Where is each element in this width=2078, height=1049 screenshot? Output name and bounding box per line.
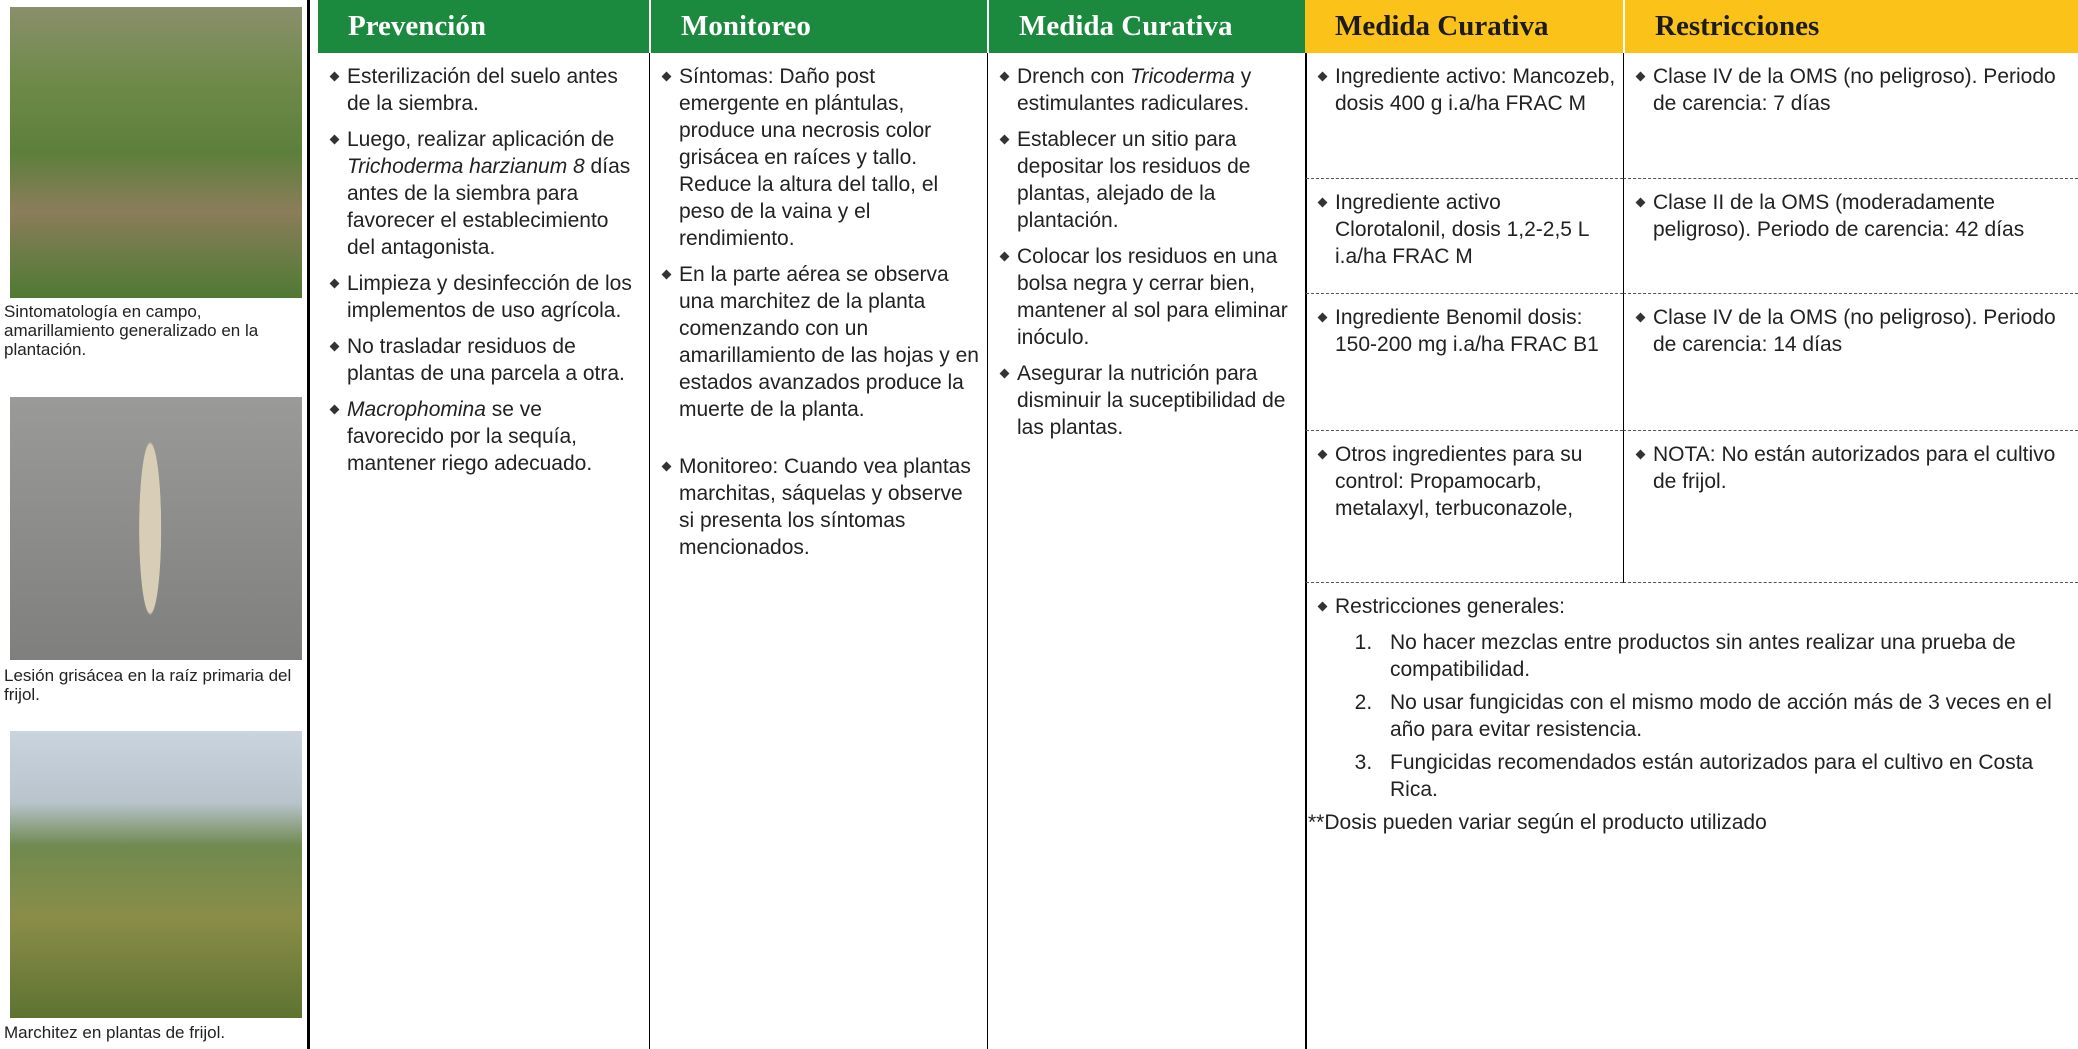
bullet-item: Clase II de la OMS (moderadamente peligr… <box>1634 189 2072 243</box>
text-segment: Establecer un sitio para depositar los r… <box>1017 128 1251 232</box>
bullet-item: Asegurar la nutrición para disminuir la … <box>998 360 1297 441</box>
general-title: Restricciones generales: <box>1316 593 2070 620</box>
list-item: No hacer mezclas entre productos sin ant… <box>1378 629 2070 683</box>
monitoring-column: Síntomas: Daño post emergente en plántul… <box>649 53 987 1049</box>
table-cell: Ingrediente Benomil dosis: 150-200 mg i.… <box>1306 294 1623 431</box>
bullet-item: Limpieza y desinfección de los implement… <box>328 270 641 324</box>
bullet-item: Ingrediente activo Clorotalonil, dosis 1… <box>1316 189 1617 270</box>
dose-note: **Dosis pueden variar según el producto … <box>1308 811 1767 834</box>
text-segment: Asegurar la nutrición para disminuir la … <box>1017 362 1286 439</box>
divider <box>1305 53 1307 1049</box>
table-cell: Clase II de la OMS (moderadamente peligr… <box>1623 179 2078 294</box>
bullet-item: Clase IV de la OMS (no peligroso). Perio… <box>1634 304 2072 358</box>
text-segment: Trichoderma harzianum 8 <box>347 155 585 178</box>
photo-field <box>10 7 302 298</box>
text-segment: Síntomas: Daño post emergente en plántul… <box>679 65 939 250</box>
text-segment: Monitoreo: Cuando vea plantas marchitas,… <box>679 455 971 559</box>
column-header: Prevención <box>318 0 649 53</box>
photo-root <box>10 397 302 660</box>
text-segment: Limpieza y desinfección de los implement… <box>347 272 632 322</box>
bullet-item: Establecer un sitio para depositar los r… <box>998 126 1297 234</box>
bullet-item: Macrophomina se ve favorecido por la seq… <box>328 396 641 477</box>
bullet-item: Monitoreo: Cuando vea plantas marchitas,… <box>660 453 979 561</box>
column-header: Medida Curativa <box>1305 0 1623 53</box>
bullet-item: En la parte aérea se observa una marchit… <box>660 261 979 423</box>
text-segment: Luego, realizar aplicación de <box>347 128 615 151</box>
table-cell: Clase IV de la OMS (no peligroso). Perio… <box>1623 294 2078 431</box>
text-segment: se ve favorecido por la sequía, mantener… <box>347 398 593 475</box>
table-cell: Otros ingredientes para su control: Prop… <box>1306 431 1623 583</box>
list-item: Fungicidas recomendados están autorizado… <box>1378 749 2070 803</box>
text-segment: Esterilización del suelo antes de la sie… <box>347 65 618 115</box>
bullet-item: Síntomas: Daño post emergente en plántul… <box>660 63 979 252</box>
column-header: Restricciones <box>1623 0 2078 53</box>
general-restrictions: Restricciones generales: No hacer mezcla… <box>1306 583 2078 1049</box>
text-segment: Macrophomina <box>347 398 486 421</box>
text-segment: En la parte aérea se observa una marchit… <box>679 263 979 421</box>
photo-column: Sintomatología en campo, amarillamiento … <box>0 0 310 1049</box>
table-cell: NOTA: No están autorizados para el culti… <box>1623 431 2078 583</box>
bullet-item: NOTA: No están autorizados para el culti… <box>1634 441 2072 495</box>
text-segment: No trasladar residuos de plantas de una … <box>347 335 625 385</box>
treatment-table: Ingrediente activo: Mancozeb, dosis 400 … <box>1306 53 2078 583</box>
table-cell: Clase IV de la OMS (no peligroso). Perio… <box>1623 53 2078 179</box>
bullet-item: No trasladar residuos de plantas de una … <box>328 333 641 387</box>
bullet-item: Esterilización del suelo antes de la sie… <box>328 63 641 117</box>
general-list: No hacer mezclas entre productos sin ant… <box>1316 629 2070 803</box>
bullet-item: Drench con Tricoderma y estimulantes rad… <box>998 63 1297 117</box>
text-segment: Drench con <box>1017 65 1131 88</box>
prevention-column: Esterilización del suelo antes de la sie… <box>318 53 649 1049</box>
column-header: Medida Curativa <box>987 0 1305 53</box>
text-segment: y estimulantes radiculares. <box>1017 65 1252 115</box>
photo-caption: Sintomatología en campo, amarillamiento … <box>4 302 259 359</box>
text-segment: días antes de la siembra para favorecer … <box>347 155 631 259</box>
photo-caption: Marchitez en plantas de frijol. <box>4 1023 226 1042</box>
bullet-item: Clase IV de la OMS (no peligroso). Perio… <box>1634 63 2072 117</box>
list-item: No usar fungicidas con el mismo modo de … <box>1378 689 2070 743</box>
text-segment: Colocar los residuos en una bolsa negra … <box>1017 245 1288 349</box>
bullet-item: Ingrediente Benomil dosis: 150-200 mg i.… <box>1316 304 1617 358</box>
text-segment: Tricoderma <box>1130 65 1235 88</box>
table-cell: Ingrediente activo Clorotalonil, dosis 1… <box>1306 179 1623 294</box>
bullet-item: Otros ingredientes para su control: Prop… <box>1316 441 1617 522</box>
bullet-item: Colocar los residuos en una bolsa negra … <box>998 243 1297 351</box>
table-cell: Ingrediente activo: Mancozeb, dosis 400 … <box>1306 53 1623 179</box>
bullet-item: Luego, realizar aplicación de Trichoderm… <box>328 126 641 261</box>
curative-column: Drench con Tricoderma y estimulantes rad… <box>987 53 1305 1049</box>
photo-plants <box>10 731 302 1018</box>
bullet-item: Ingrediente activo: Mancozeb, dosis 400 … <box>1316 63 1617 117</box>
column-header: Monitoreo <box>649 0 987 53</box>
photo-caption: Lesión grisácea en la raíz primaria del … <box>4 666 292 704</box>
